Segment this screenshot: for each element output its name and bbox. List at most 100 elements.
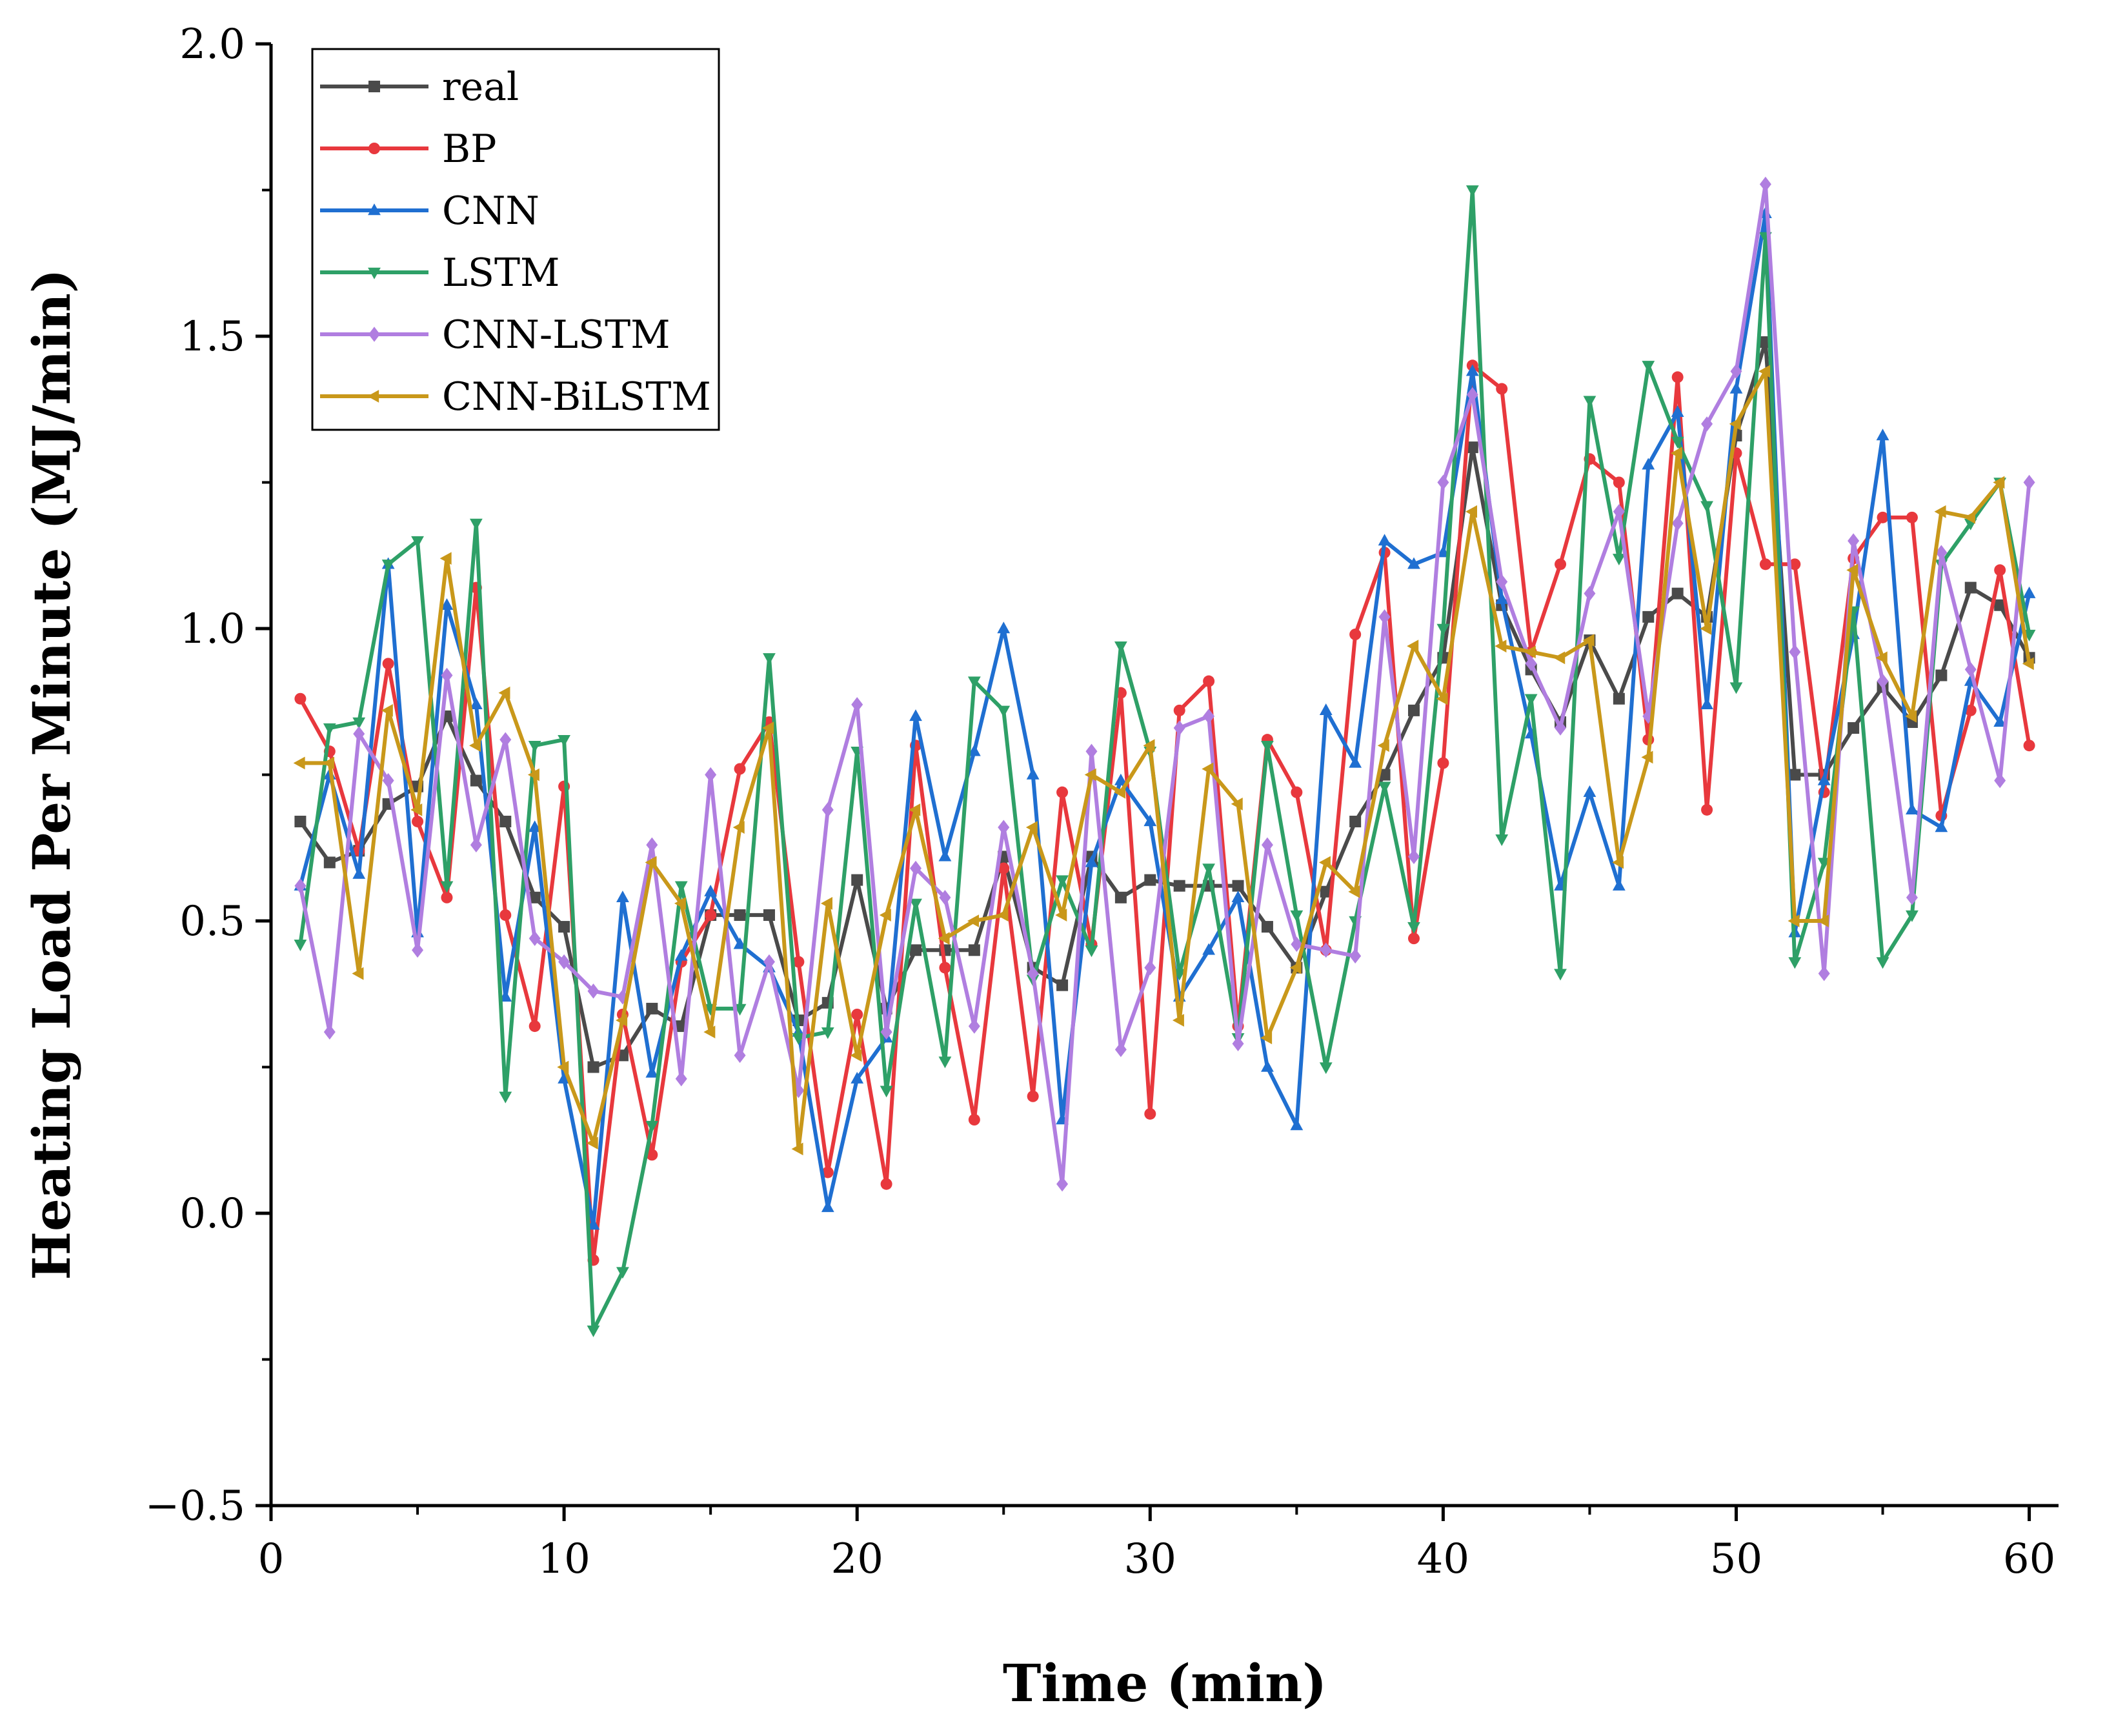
data-point: [382, 772, 394, 789]
data-point: [1202, 762, 1214, 776]
data-point: [1612, 554, 1626, 566]
data-point: [1173, 720, 1185, 736]
data-point: [1231, 890, 1245, 902]
data-point: [968, 1018, 980, 1034]
data-point: [1261, 741, 1274, 752]
data-point: [1613, 692, 1625, 705]
legend-marker: [367, 390, 379, 403]
data-point: [2023, 740, 2035, 752]
y-tick-label: 0.5: [179, 898, 245, 945]
legend-label: CNN: [442, 188, 539, 234]
data-point: [1701, 803, 1713, 816]
data-point: [1994, 564, 2006, 576]
data-point: [1320, 885, 1332, 898]
data-point: [997, 621, 1011, 634]
data-point: [850, 1049, 862, 1062]
data-point: [910, 860, 922, 876]
data-point: [1232, 1036, 1244, 1051]
data-point: [323, 756, 335, 770]
x-tick-label: 0: [258, 1535, 285, 1583]
x-tick-label: 10: [538, 1535, 590, 1583]
data-point: [1027, 1090, 1039, 1102]
data-point: [439, 552, 452, 565]
data-point: [294, 815, 307, 827]
data-point: [1407, 640, 1419, 653]
data-point: [1555, 720, 1567, 736]
data-point: [294, 692, 307, 705]
data-point: [2022, 586, 2036, 598]
series-cnn-bilstm: [293, 365, 2034, 1156]
data-point: [1407, 933, 1420, 945]
data-point: [1085, 743, 1098, 759]
data-point: [1349, 756, 1362, 768]
data-point: [470, 837, 482, 853]
data-point: [1524, 645, 1536, 659]
data-point: [1671, 405, 1684, 417]
series-line-cnn-lstm: [298, 182, 2031, 1186]
data-point: [1318, 856, 1331, 869]
y-tick-label: 2.0: [179, 21, 245, 68]
data-point: [1818, 965, 1830, 982]
data-point: [1084, 768, 1096, 782]
data-point: [1582, 634, 1595, 647]
data-point: [939, 890, 951, 905]
data-point: [1964, 704, 1977, 716]
data-point: [1203, 675, 1215, 687]
data-point: [1935, 545, 1948, 560]
data-point: [1583, 396, 1596, 408]
data-point: [1906, 511, 1918, 523]
data-point: [967, 744, 981, 756]
data-point: [557, 1060, 569, 1074]
data-point: [646, 1002, 658, 1014]
data-point: [1906, 803, 1919, 815]
data-point: [1495, 640, 1507, 653]
series-line-bp: [298, 363, 2031, 1262]
data-point: [1466, 387, 1478, 403]
legend-label: BP: [442, 126, 496, 172]
data-point: [1056, 875, 1069, 887]
data-point: [1876, 957, 1889, 969]
data-point: [1173, 880, 1185, 892]
legend-marker: [368, 143, 380, 154]
x-tick-label: 30: [1124, 1535, 1176, 1583]
data-point: [1114, 641, 1127, 653]
data-point: [1877, 673, 1889, 689]
data-point: [1056, 1176, 1069, 1192]
data-point: [674, 881, 688, 893]
data-point: [1641, 751, 1653, 764]
y-tick-label: 1.5: [179, 313, 245, 361]
data-point: [1436, 623, 1450, 636]
legend-marker: [368, 203, 381, 216]
data-point: [352, 867, 366, 879]
data-point: [998, 820, 1010, 835]
data-point: [1789, 558, 1801, 570]
data-point: [645, 1120, 659, 1133]
data-point: [1875, 651, 1888, 665]
data-point: [705, 767, 717, 783]
data-point: [734, 1047, 746, 1064]
data-point: [1202, 943, 1216, 955]
data-point: [323, 1024, 336, 1040]
data-point: [732, 821, 745, 834]
data-point: [1729, 418, 1741, 430]
data-point: [1495, 592, 1509, 604]
data-point: [1642, 361, 1655, 373]
data-point: [1232, 880, 1244, 892]
data-point: [792, 956, 805, 968]
data-point: [996, 909, 1009, 922]
data-point: [1817, 773, 1831, 785]
data-point: [353, 726, 365, 742]
data-point: [1700, 697, 1713, 709]
data-point: [938, 932, 950, 945]
data-point: [880, 1178, 892, 1190]
data-point: [412, 942, 424, 958]
data-point: [1789, 644, 1801, 660]
data-point: [1817, 914, 1829, 927]
data-point: [1027, 965, 1039, 982]
legend-marker: [368, 81, 380, 92]
data-point: [529, 931, 541, 946]
legend-marker: [368, 327, 380, 342]
data-point: [1613, 504, 1625, 520]
legend-label: real: [442, 65, 519, 110]
data-point: [558, 734, 570, 747]
